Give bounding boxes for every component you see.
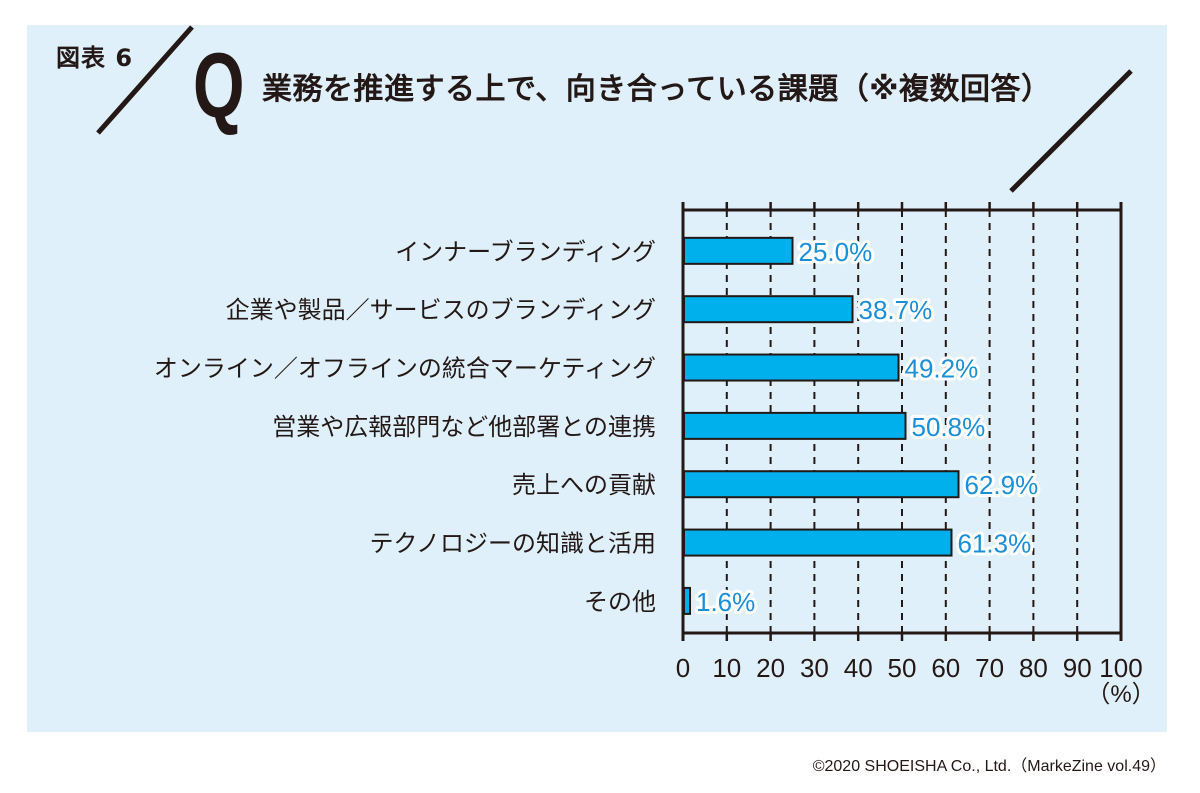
tick-labels: 0 10 20 30 40 50 60 70 80 90 100 (676, 653, 1143, 683)
copyright-notice: ©2020 SHOEISHA Co., Ltd.（MarkeZine vol.4… (812, 758, 1166, 775)
tick-label-50: 50 (888, 653, 917, 683)
tick-label-10: 10 (712, 653, 741, 683)
category-label-4: 売上への貢献 (512, 471, 656, 499)
chart-panel (27, 25, 1167, 732)
bar-0 (683, 236, 794, 265)
category-label-0: インナーブランディング (395, 238, 656, 266)
chart-title: 業務を推進する上で、向き合っている課題（※複数回答） (262, 72, 1052, 107)
question-mark-q: Q (193, 35, 245, 137)
x-axis-unit-label: （%） (1086, 681, 1155, 708)
tick-label-80: 80 (1019, 653, 1048, 683)
tick-label-70: 70 (975, 653, 1004, 683)
axes (681, 202, 1123, 641)
value-label-4: 62.9% (965, 470, 1039, 500)
value-label-6: 1.6% (696, 587, 755, 617)
tick-label-40: 40 (844, 653, 873, 683)
bar-1 (683, 295, 854, 324)
value-label-5: 61.3% (957, 529, 1031, 559)
value-label-3: 50.8% (912, 412, 986, 442)
tick-label-30: 30 (800, 653, 829, 683)
decorative-slash-right (1009, 69, 1133, 193)
bars (683, 236, 960, 615)
category-label-1: 企業や製品／サービスのブランディング (226, 296, 656, 324)
category-label-6: その他 (584, 588, 656, 616)
tick-label-0: 0 (676, 653, 690, 683)
bar-4 (683, 470, 960, 499)
bar-3 (683, 411, 907, 440)
tick-label-90: 90 (1063, 653, 1092, 683)
category-label-5: テクノロジーの知識と活用 (369, 530, 656, 558)
value-label-2: 49.2% (904, 354, 978, 384)
value-labels: 25.0% 38.7% 49.2% 50.8% 62.9% 61.3% 1.6% (693, 234, 1041, 620)
tick-label-20: 20 (756, 653, 785, 683)
figure-label: 図表 6 (56, 44, 134, 72)
tick-label-100: 100 (1099, 653, 1142, 683)
category-labels: インナーブランディング企業や製品／サービスのブランディングオンライン／オフライン… (154, 238, 656, 616)
value-label-1: 38.7% (859, 295, 933, 325)
bar-6 (683, 586, 692, 615)
category-label-3: 営業や広報部門など他部署との連携 (272, 413, 656, 441)
value-label-0: 25.0% (799, 237, 873, 267)
category-label-2: オンライン／オフラインの統合マーケティング (154, 355, 656, 383)
bar-5 (683, 528, 953, 557)
decorative-slash-left (96, 25, 194, 135)
bar-2 (683, 353, 900, 382)
tick-label-60: 60 (931, 653, 960, 683)
